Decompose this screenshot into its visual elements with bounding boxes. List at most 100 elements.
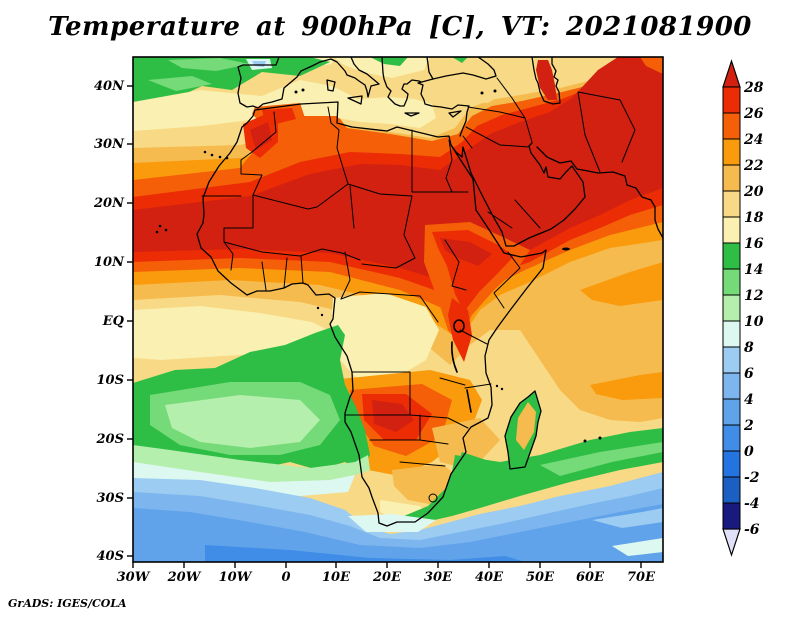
- lake-tanganyika: [451, 341, 458, 373]
- colorbar-arrow-above: [722, 59, 741, 88]
- border-line: [223, 241, 234, 271]
- border-line: [462, 126, 530, 149]
- colorbar-segment: [722, 164, 741, 192]
- field-region-indianocean-orange: [590, 372, 663, 400]
- colorbar-segment: [722, 320, 741, 348]
- colorbar-label: -4: [744, 496, 760, 512]
- colorbar-label: 12: [744, 288, 764, 304]
- field-region-sa-coastal-green: [404, 452, 492, 522]
- colorbar-segment: [722, 86, 741, 114]
- colorbar-arrow-below: [722, 528, 741, 557]
- grads-attribution: GrADS: IGES/COLA: [8, 597, 127, 610]
- border-line: [493, 251, 521, 309]
- lat-label: 40S: [97, 549, 124, 564]
- lon-label: 30W: [117, 570, 151, 585]
- field-region-madagascar-tan: [516, 402, 536, 450]
- africa-coastline: [196, 101, 547, 527]
- border-line: [347, 183, 416, 259]
- field-region-congo-pale: [331, 293, 439, 382]
- colorbar-label: 8: [744, 340, 754, 356]
- colorbar-label: 22: [743, 158, 764, 174]
- border-line: [261, 255, 304, 291]
- field-region-europe-green-2: [452, 57, 468, 63]
- colorbar-segment: [722, 450, 741, 478]
- lat-label: 10N: [94, 255, 125, 270]
- field-region-sahara-heat-core: [133, 57, 663, 285]
- lake-victoria: [453, 319, 465, 333]
- caspian-coastline: [531, 57, 561, 105]
- field-region-southatlantic-green-pale: [165, 395, 320, 448]
- field-region-europe-green-1: [370, 57, 408, 66]
- field-region-se-cyan-streak: [592, 508, 663, 528]
- balkans-greece-coastline: [381, 57, 422, 107]
- colorbar-segment: [722, 476, 741, 504]
- border-line: [369, 414, 449, 467]
- sardinia-coastline: [326, 79, 336, 92]
- colorbar-segment: [722, 372, 741, 400]
- colorbar-label: -2: [744, 470, 760, 486]
- lat-label: 20N: [93, 196, 125, 211]
- island-dots: [155, 88, 602, 443]
- coastlines: [196, 57, 663, 527]
- colorbar-label: 28: [743, 80, 764, 96]
- field-region-angola-core: [372, 400, 414, 432]
- crete-coastline: [404, 112, 420, 117]
- colorbar: 28 26 24 22 20 18 16 14 12 10 8 6 4 2 0 …: [722, 59, 764, 557]
- field-region-mediterranean-pale: [332, 97, 436, 128]
- field-region-nw-pale-band: [133, 80, 360, 131]
- temperature-field: [133, 57, 663, 562]
- colorbar-segment: [722, 398, 741, 426]
- iberia-italy-coastline: [237, 57, 380, 109]
- border-line: [361, 257, 416, 269]
- colorbar-segment: [722, 424, 741, 452]
- field-region-anatolia-tan: [450, 80, 505, 103]
- colorbar-label: 4: [744, 392, 754, 408]
- border-line: [340, 291, 439, 323]
- lon-label: 60E: [576, 570, 605, 585]
- border-line: [240, 106, 349, 210]
- colorbar-segment: [722, 112, 741, 140]
- field-region-se-green-light: [540, 442, 663, 476]
- colorbar-label: 16: [744, 236, 764, 252]
- field-region-morocco-core: [250, 122, 272, 150]
- colorbar-label: 2: [743, 418, 754, 434]
- border-line: [409, 414, 469, 429]
- colorbar-label: 6: [744, 366, 754, 382]
- border-line: [344, 371, 411, 416]
- lat-label: 10S: [97, 373, 124, 388]
- field-region-caspian-hot: [536, 60, 557, 100]
- colorbar-label: 10: [744, 314, 764, 330]
- field-region-mozambique-tan: [432, 418, 500, 470]
- field-region-nw-atlantic-green: [133, 57, 330, 102]
- cyprus-coastline: [448, 110, 462, 118]
- border-line: [223, 194, 254, 243]
- field-region-ocean-blue-3: [133, 504, 663, 562]
- lon-label: 40E: [475, 570, 504, 585]
- colorbar-segment: [722, 242, 741, 270]
- lon-label: 10W: [219, 570, 253, 585]
- lat-label: 20S: [96, 432, 124, 447]
- border-line: [444, 239, 467, 291]
- colorbar-segment: [722, 190, 741, 218]
- colorbar-segment: [722, 268, 741, 296]
- border-line: [439, 329, 492, 389]
- border-line: [487, 199, 541, 229]
- border-line: [411, 129, 469, 193]
- colorbar-label: 14: [744, 262, 763, 278]
- field-region-arabiansea-orange: [580, 262, 663, 306]
- map-frame: [132, 56, 664, 563]
- colorbar-segment: [722, 216, 741, 244]
- lon-label: 0: [281, 570, 290, 585]
- lat-label: 40N: [94, 79, 125, 94]
- colorbar-label: 0: [744, 444, 754, 460]
- lake-malawi: [466, 389, 472, 413]
- border-line: [577, 91, 636, 173]
- colorbar-segment: [722, 138, 741, 166]
- lon-axis: 30W 20W 10W 0 10E 20E 30E 40E 50E 60E 70…: [117, 562, 656, 585]
- nile-river: [445, 139, 453, 193]
- field-region-se-green-band: [424, 428, 663, 521]
- colorbar-label: 24: [743, 132, 763, 148]
- lat-label: 30S: [97, 491, 124, 506]
